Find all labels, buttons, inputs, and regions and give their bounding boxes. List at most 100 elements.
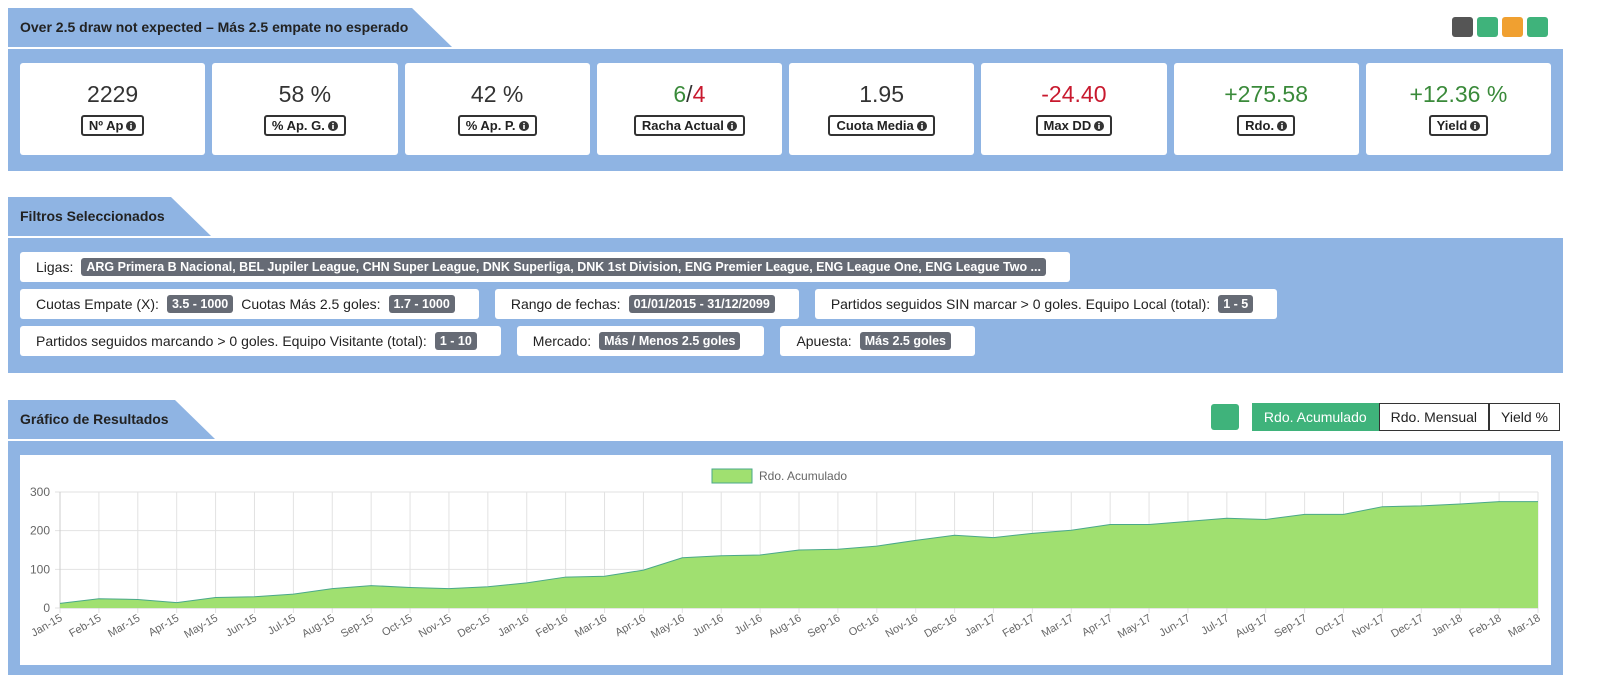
filter-badge: 1.7 - 1000 — [389, 295, 455, 313]
x-tick-label: Feb-16 — [534, 612, 570, 640]
info-icon[interactable] — [1094, 121, 1104, 131]
chart-panel: 0100200300Jan-15Feb-15Mar-15Apr-15May-15… — [8, 441, 1563, 675]
stat-label-text: Max DD — [1044, 118, 1092, 133]
filter-badge: Más 2.5 goles — [860, 332, 951, 350]
stat-label: Rdo. — [1237, 115, 1295, 136]
x-tick-label: Jan-16 — [496, 612, 531, 639]
download-button[interactable] — [1477, 17, 1498, 37]
stat-label: % Ap. P. — [458, 115, 537, 136]
filter-badge: 1 - 5 — [1218, 295, 1253, 313]
stat-value: 6/4 — [597, 81, 782, 111]
header-actions — [1452, 17, 1548, 37]
stats-panel: 2229 Nº Ap 58 %% Ap. G. 42 % % Ap. P. 6/4 Rach… — [8, 49, 1563, 171]
legend-swatch — [712, 469, 752, 483]
filter-badge: 3.5 - 1000 — [167, 295, 233, 313]
stat-value: 42 % — [405, 81, 590, 111]
filter-label: Cuotas Más 2.5 goles: — [241, 296, 380, 312]
header-title: Over 2.5 draw not expected – Más 2.5 emp… — [8, 8, 452, 47]
stat-label-text: Cuota Media — [836, 118, 913, 133]
filter-label: Mercado: — [533, 333, 591, 349]
x-tick-label: Mar-18 — [1506, 612, 1542, 640]
chart-mode-button[interactable]: Yield % — [1489, 403, 1560, 431]
stat-value: 1.95 — [789, 81, 974, 111]
x-tick-label: Sep-17 — [1272, 612, 1309, 640]
x-tick-label: Oct-17 — [1313, 612, 1348, 639]
y-tick-label: 200 — [30, 524, 50, 538]
filters-panel: Ligas: ARG Primera B Nacional, BEL Jupile… — [8, 238, 1563, 373]
x-tick-label: Dec-16 — [922, 612, 959, 640]
stat-card: 2229 Nº Ap — [20, 63, 205, 155]
share-button[interactable] — [1502, 17, 1523, 37]
x-tick-label: Apr-15 — [147, 612, 182, 639]
stat-value: +275.58 — [1174, 81, 1359, 111]
info-icon[interactable] — [328, 121, 338, 131]
filter-badge: Más / Menos 2.5 goles — [599, 332, 740, 350]
stat-label: Cuota Media — [828, 115, 934, 136]
filter-label: Partidos seguidos marcando > 0 goles. Eq… — [36, 333, 427, 349]
filter-badge: 01/01/2015 - 31/12/2099 — [629, 295, 775, 313]
stat-card: 58 %% Ap. G. — [212, 63, 397, 155]
x-tick-label: Jan-17 — [963, 612, 998, 639]
x-tick-label: Jan-18 — [1430, 612, 1465, 639]
filter-label: Cuotas Empate (X): — [36, 296, 159, 312]
stat-value: 2229 — [20, 81, 205, 111]
filter-row: Cuotas Empate (X): 3.5 - 1000 Cuotas Más 2… — [20, 289, 1551, 319]
chart-mode-button[interactable]: Rdo. Mensual — [1379, 403, 1489, 431]
filter-box: Cuotas Empate (X): 3.5 - 1000 Cuotas Más 2… — [20, 289, 479, 319]
stat-label: Max DD — [1036, 115, 1113, 136]
stat-label-text: Rdo. — [1245, 118, 1274, 133]
stat-label: Nº Ap — [81, 115, 145, 136]
x-tick-label: Sep-16 — [806, 612, 843, 640]
stat-label-text: % Ap. P. — [466, 118, 516, 133]
x-tick-label: Jun-17 — [1157, 612, 1192, 639]
stat-label-text: Racha Actual — [642, 118, 724, 133]
stat-card: +12.36 % Yield — [1366, 63, 1551, 155]
filter-label: Ligas: — [36, 259, 73, 275]
stat-value: -24.40 — [981, 81, 1166, 111]
x-tick-label: May-15 — [182, 612, 220, 641]
filter-box: Rango de fechas: 01/01/2015 - 31/12/2099 — [495, 289, 799, 319]
stat-value-part: 4 — [693, 81, 706, 107]
x-tick-label: Oct-16 — [847, 612, 882, 639]
stat-value: +12.36 % — [1366, 81, 1551, 111]
results-title: Gráfico de Resultados — [8, 400, 215, 439]
filter-badge: 1 - 10 — [435, 332, 477, 350]
info-icon[interactable] — [519, 121, 529, 131]
x-tick-label: Jan-15 — [29, 612, 64, 639]
stat-card: 6/4 Racha Actual — [597, 63, 782, 155]
filter-row: Partidos seguidos marcando > 0 goles. Eq… — [20, 326, 1551, 356]
y-tick-label: 300 — [30, 485, 50, 499]
x-tick-label: Nov-15 — [417, 612, 454, 640]
chart-box: 0100200300Jan-15Feb-15Mar-15Apr-15May-15… — [20, 455, 1551, 665]
stat-label-text: % Ap. G. — [272, 118, 325, 133]
stat-label: % Ap. G. — [264, 115, 346, 136]
filter-row: Ligas: ARG Primera B Nacional, BEL Jupile… — [20, 252, 1551, 282]
chart-download-button[interactable] — [1211, 404, 1239, 430]
stat-label-text: Nº Ap — [89, 118, 124, 133]
info-icon[interactable] — [126, 121, 136, 131]
filter-label: Partidos seguidos SIN marcar > 0 goles. … — [831, 296, 1210, 312]
info-icon[interactable] — [1277, 121, 1287, 131]
x-tick-label: Mar-17 — [1040, 612, 1076, 640]
chart-mode-button[interactable]: Rdo. Acumulado — [1252, 403, 1379, 431]
x-tick-label: Dec-15 — [456, 612, 493, 640]
x-tick-label: Feb-15 — [67, 612, 103, 640]
info-icon[interactable] — [917, 121, 927, 131]
stat-card: 42 % % Ap. P. — [405, 63, 590, 155]
stat-value-part: 6 — [673, 81, 686, 107]
filter-badge: ARG Primera B Nacional, BEL Jupiler Leag… — [81, 258, 1046, 276]
x-tick-label: Nov-17 — [1350, 612, 1387, 640]
x-tick-label: Jun-15 — [224, 612, 259, 639]
stat-label: Yield — [1429, 115, 1489, 136]
stat-label: Racha Actual — [634, 115, 745, 136]
filter-box: Partidos seguidos marcando > 0 goles. Eq… — [20, 326, 501, 356]
x-tick-label: May-17 — [1116, 612, 1154, 641]
filter-label: Rango de fechas: — [511, 296, 621, 312]
email-button[interactable] — [1527, 17, 1548, 37]
info-icon[interactable] — [1470, 121, 1480, 131]
info-icon[interactable] — [727, 121, 737, 131]
x-tick-label: Aug-15 — [300, 612, 337, 640]
x-tick-label: Apr-16 — [613, 612, 648, 639]
copy-button[interactable] — [1452, 17, 1473, 37]
x-tick-label: Apr-17 — [1080, 612, 1115, 639]
